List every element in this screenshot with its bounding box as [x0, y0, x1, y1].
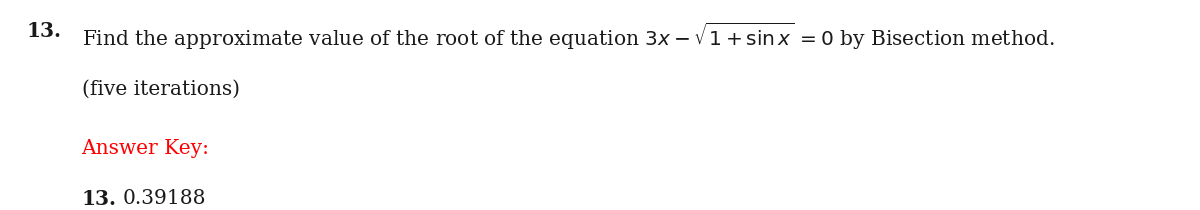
Text: 13.: 13. — [82, 189, 116, 209]
Text: 13.: 13. — [26, 21, 61, 41]
Text: 0.39188: 0.39188 — [122, 189, 206, 208]
Text: (five iterations): (five iterations) — [82, 80, 240, 99]
Text: Find the approximate value of the root of the equation $3x - \sqrt{1 + \sin x}\,: Find the approximate value of the root o… — [82, 21, 1054, 52]
Text: Answer Key:: Answer Key: — [82, 139, 210, 158]
